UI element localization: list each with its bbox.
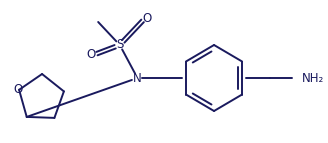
Text: N: N: [133, 72, 142, 85]
Text: O: O: [87, 48, 96, 61]
Text: O: O: [13, 83, 23, 96]
Text: S: S: [116, 38, 123, 51]
Text: O: O: [143, 11, 152, 24]
Text: NH₂: NH₂: [301, 73, 324, 86]
